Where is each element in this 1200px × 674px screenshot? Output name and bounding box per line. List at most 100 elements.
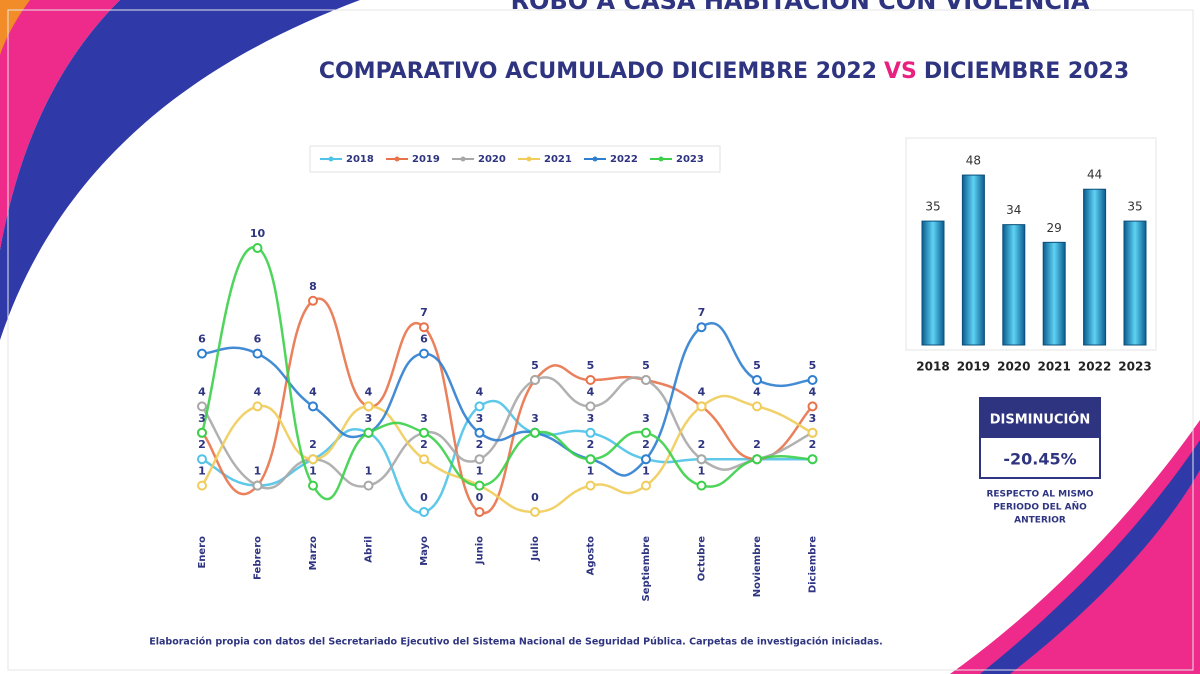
data-label: 4 — [254, 385, 262, 398]
data-label: 3 — [198, 412, 206, 425]
point — [363, 480, 374, 491]
data-label: 5 — [642, 359, 650, 372]
point — [197, 454, 207, 465]
series-line — [200, 246, 813, 501]
x-tick-label: Noviembre — [752, 536, 763, 597]
point — [641, 427, 651, 438]
point — [252, 243, 263, 253]
point — [752, 375, 762, 385]
point — [419, 322, 429, 333]
data-label: 4 — [365, 385, 373, 398]
legend-marker — [328, 156, 334, 162]
point — [641, 375, 651, 385]
point — [419, 507, 429, 517]
point — [197, 348, 207, 359]
data-label: 6 — [198, 333, 206, 346]
data-label: 0 — [476, 491, 484, 504]
point — [530, 427, 540, 438]
data-label: 5 — [531, 359, 539, 372]
data-label: 5 — [753, 359, 761, 372]
point — [696, 480, 707, 491]
x-tick-label: 2023 — [1118, 360, 1151, 374]
data-label: 7 — [420, 306, 428, 319]
x-tick-label: 2019 — [957, 360, 990, 374]
point — [585, 401, 596, 412]
data-label: 2 — [198, 438, 206, 451]
legend-label: 2021 — [544, 154, 572, 165]
point — [252, 480, 263, 491]
data-label: 3 — [587, 412, 595, 425]
data-label: 4 — [198, 385, 206, 398]
point — [474, 507, 485, 517]
summary-note: ANTERIOR — [1014, 516, 1066, 526]
legend-label: 2020 — [478, 154, 506, 165]
point — [419, 427, 429, 438]
data-label: 2 — [809, 438, 817, 451]
subtitle-part: COMPARATIVO ACUMULADO DICIEMBRE 2022 — [319, 59, 877, 84]
x-tick-label: 2020 — [997, 360, 1030, 374]
point — [807, 375, 818, 385]
data-label: 4 — [309, 385, 317, 398]
point — [363, 401, 374, 412]
x-tick-label: Julio — [530, 536, 541, 562]
data-label: 10 — [250, 227, 266, 240]
data-label: 1 — [198, 465, 206, 478]
data-label: 2 — [642, 438, 650, 451]
data-label: 44 — [1087, 168, 1102, 182]
point — [585, 454, 596, 465]
data-label: 2 — [309, 438, 317, 451]
point — [419, 348, 429, 359]
data-label: 1 — [254, 465, 262, 478]
point — [308, 295, 318, 306]
data-label: 8 — [309, 280, 317, 293]
footer-source: Elaboración propia con datos del Secreta… — [149, 637, 882, 648]
legend-marker — [658, 156, 664, 162]
point — [585, 375, 596, 385]
point — [474, 401, 485, 412]
bar — [1083, 188, 1107, 346]
data-label: 3 — [809, 412, 817, 425]
data-label: 3 — [476, 412, 484, 425]
x-tick-label: Mayo — [419, 536, 430, 566]
subtitle-vs: VS — [884, 59, 917, 84]
bar — [1042, 241, 1066, 346]
data-label: 4 — [476, 385, 484, 398]
data-label: 0 — [420, 491, 428, 504]
decor — [950, 420, 1200, 674]
point — [530, 375, 540, 385]
x-tick-label: 2022 — [1078, 360, 1111, 374]
point — [419, 454, 429, 465]
data-label: 3 — [531, 412, 539, 425]
data-label: 2 — [420, 438, 428, 451]
point — [474, 454, 485, 465]
summary-value: -20.45% — [1003, 450, 1076, 469]
data-label: 35 — [925, 200, 940, 214]
decor — [0, 0, 120, 250]
series-line — [201, 297, 814, 515]
point — [197, 480, 207, 491]
point — [696, 401, 707, 412]
data-label: 2 — [476, 438, 484, 451]
data-label: 2 — [698, 438, 706, 451]
bar-panel — [905, 137, 1157, 351]
legend-label: 2018 — [346, 154, 374, 165]
data-label: 6 — [420, 333, 428, 346]
legend-label: 2022 — [610, 154, 638, 165]
data-label: 4 — [809, 385, 817, 398]
data-label: 35 — [1127, 200, 1142, 214]
x-tick-label: Octubre — [697, 536, 708, 581]
summary-label: DISMINUCIÓN — [990, 412, 1091, 428]
data-label: 1 — [698, 465, 706, 478]
x-tick-label: Enero — [197, 536, 208, 569]
data-label: 34 — [1006, 203, 1021, 217]
summary-header — [980, 398, 1100, 438]
point — [752, 454, 762, 465]
x-tick-label: 2018 — [916, 360, 949, 374]
point — [807, 427, 818, 438]
point — [474, 427, 485, 438]
data-label: 2 — [587, 438, 595, 451]
data-label: 29 — [1047, 221, 1062, 235]
x-tick-label: 2021 — [1037, 360, 1070, 374]
data-label: 1 — [642, 465, 650, 478]
